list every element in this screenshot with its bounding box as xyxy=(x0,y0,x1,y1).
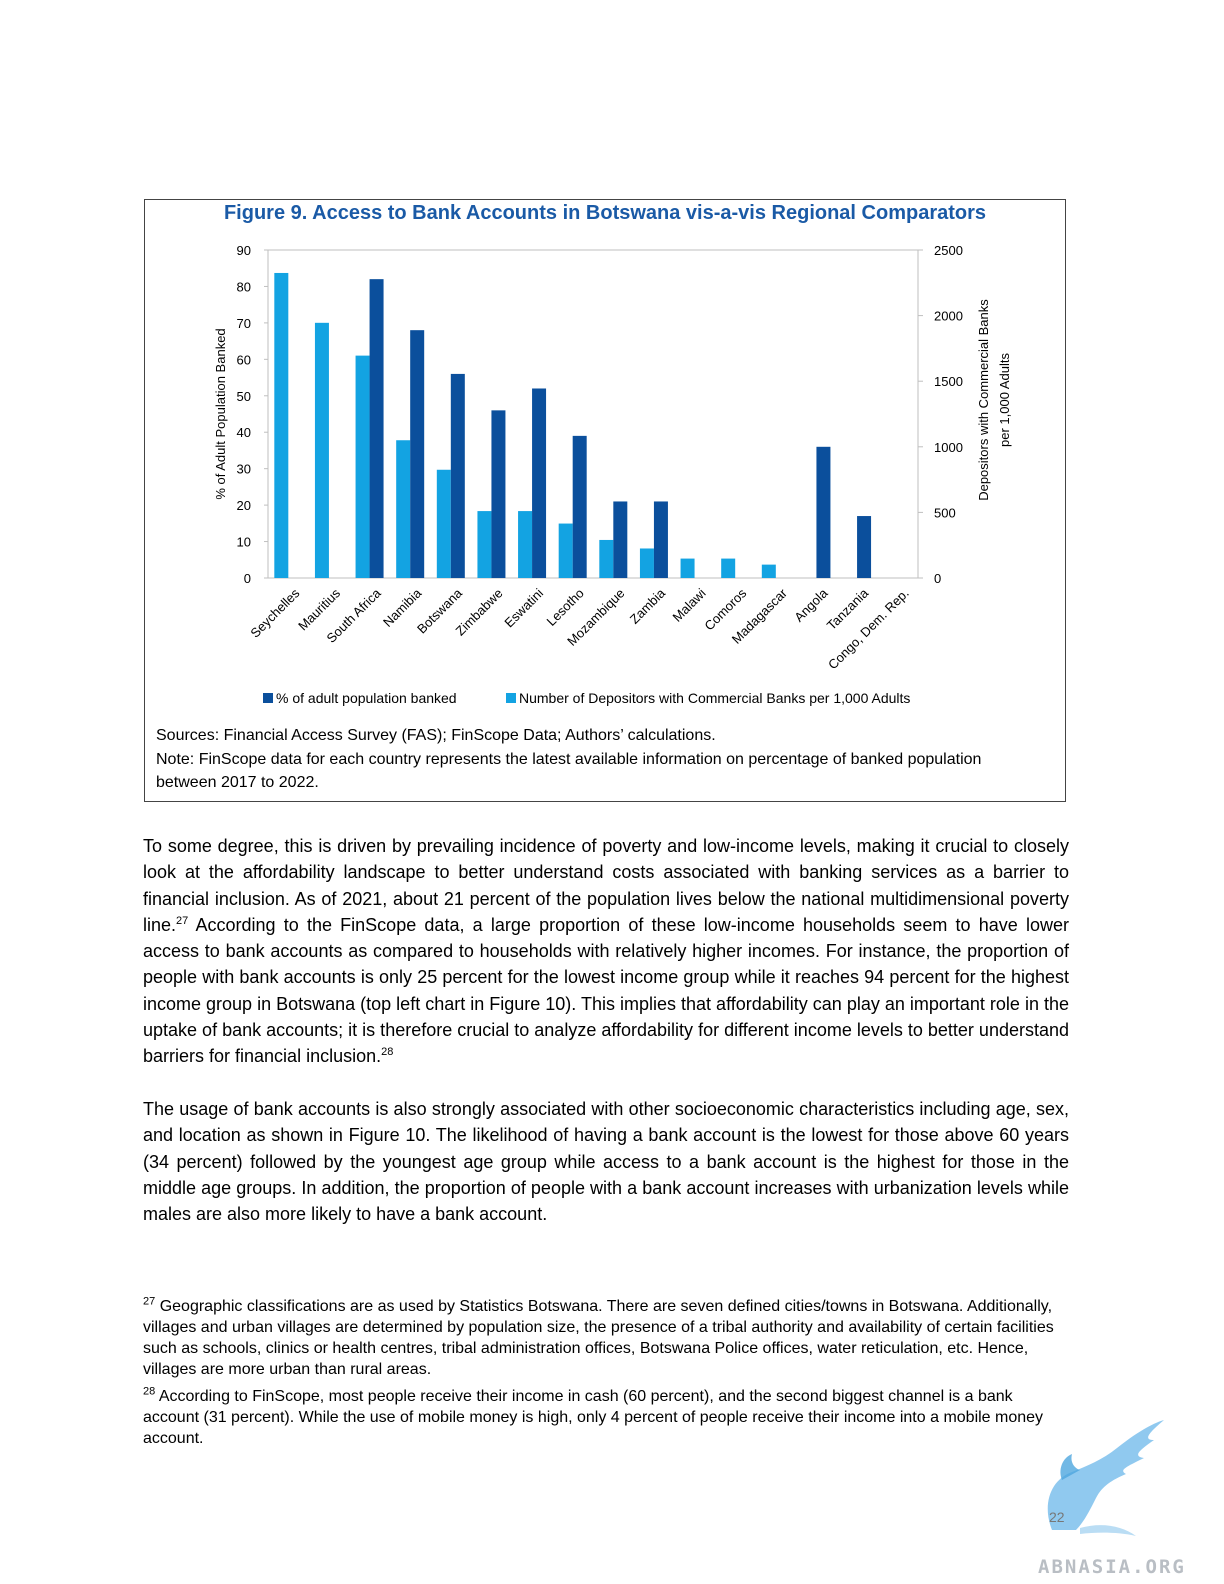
bar-banked-7 xyxy=(572,435,587,578)
y-tick-label: 20 xyxy=(237,498,251,513)
legend-label-banked: % of adult population banked xyxy=(276,690,457,706)
bar-depositors-1 xyxy=(314,322,329,578)
y-tick-label: 10 xyxy=(237,535,251,550)
watermark-text: ABNASIA.ORG xyxy=(1038,1556,1186,1578)
footnote-28: 28 According to FinScope, most people re… xyxy=(143,1386,1069,1449)
bar-banked-6 xyxy=(532,388,547,578)
bar-depositors-0 xyxy=(274,272,289,578)
y-tick-label: 60 xyxy=(237,352,251,367)
bar-depositors-6 xyxy=(518,511,533,578)
legend-swatch-depositors xyxy=(506,693,516,703)
footnote-ref-27: 27 xyxy=(176,914,189,927)
bar-depositors-12 xyxy=(761,564,776,578)
y2-tick-label: 0 xyxy=(934,571,941,586)
paragraph-1-text-cont: According to the FinScope data, a large … xyxy=(143,914,1069,1067)
bar-depositors-3 xyxy=(396,440,411,578)
y2-tick-label: 2500 xyxy=(934,243,963,258)
y2-axis-title-line: per 1,000 Adults xyxy=(997,353,1012,447)
x-tick-label: Seychelles xyxy=(247,585,302,640)
y2-tick-label: 1000 xyxy=(934,440,963,455)
bar-depositors-4 xyxy=(436,469,451,578)
bar-banked-8 xyxy=(613,501,628,578)
bar-depositors-5 xyxy=(477,511,492,578)
bar-depositors-9 xyxy=(639,548,654,578)
figure-sources-note: Sources: Financial Access Survey (FAS); … xyxy=(156,724,1036,795)
bar-banked-5 xyxy=(491,410,506,578)
bar-banked-14 xyxy=(857,516,872,578)
bar-depositors-8 xyxy=(599,539,614,578)
y-tick-label: 0 xyxy=(244,571,251,586)
y2-tick-label: 1500 xyxy=(934,374,963,389)
footnote-27-num: 27 xyxy=(143,1295,156,1308)
footnote-27: 27 Geographic classifications are as use… xyxy=(143,1296,1069,1380)
paragraph-2: The usage of bank accounts is also stron… xyxy=(143,1099,1069,1225)
paragraph-1: To some degree, this is driven by prevai… xyxy=(143,833,1069,1070)
y-tick-label: 70 xyxy=(237,316,251,331)
y-tick-label: 80 xyxy=(237,279,251,294)
bar-chart: 0 10 20 30 40 50 60 70 80 90 0 500 1000 1500 2000 2500%… xyxy=(213,243,1012,706)
x-tick-label: Eswatini xyxy=(501,585,546,630)
page-number: 22 xyxy=(1049,1509,1065,1525)
footnote-27-text: Geographic classifications are as used b… xyxy=(143,1298,1054,1378)
legend-swatch-banked xyxy=(263,693,273,703)
y-tick-label: 50 xyxy=(237,389,251,404)
figure-title: Figure 9. Access to Bank Accounts in Bot… xyxy=(223,202,987,224)
footnote-ref-28: 28 xyxy=(381,1046,394,1059)
y2-tick-label: 2000 xyxy=(934,309,963,324)
bar-banked-13 xyxy=(816,446,831,578)
footnote-28-num: 28 xyxy=(143,1385,156,1398)
y-axis-title: % of Adult Population Banked xyxy=(213,328,228,499)
bar-banked-4 xyxy=(450,373,465,578)
note-line: Note: FinScope data for each country rep… xyxy=(156,750,982,792)
y2-axis-title-line: Depositors with Commercial Banks xyxy=(976,299,991,501)
legend-label-depositors: Number of Depositors with Commercial Ban… xyxy=(519,690,910,706)
x-tick-label: Malawi xyxy=(669,585,708,624)
bar-banked-2 xyxy=(369,279,384,578)
y-tick-label: 30 xyxy=(237,462,251,477)
x-tick-label: Angola xyxy=(791,585,831,625)
y2-tick-label: 500 xyxy=(934,505,956,520)
y-tick-label: 40 xyxy=(237,425,251,440)
bar-depositors-7 xyxy=(558,523,573,578)
x-tick-label: Zambia xyxy=(627,585,669,627)
y-tick-label: 90 xyxy=(237,243,251,258)
bar-depositors-2 xyxy=(355,355,370,578)
bar-banked-3 xyxy=(410,330,425,578)
footnote-28-text: According to FinScope, most people recei… xyxy=(143,1388,1044,1447)
figure-box: Figure 9. Access to Bank Accounts in Bot… xyxy=(144,199,1066,802)
bar-depositors-10 xyxy=(680,558,695,578)
sources-line: Sources: Financial Access Survey (FAS); … xyxy=(156,727,716,744)
paragraph-1-text: To some degree, this is driven by prevai… xyxy=(143,836,1069,935)
bar-banked-9 xyxy=(653,501,668,578)
bar-depositors-11 xyxy=(721,558,736,578)
phoenix-logo-icon xyxy=(1047,1420,1164,1536)
